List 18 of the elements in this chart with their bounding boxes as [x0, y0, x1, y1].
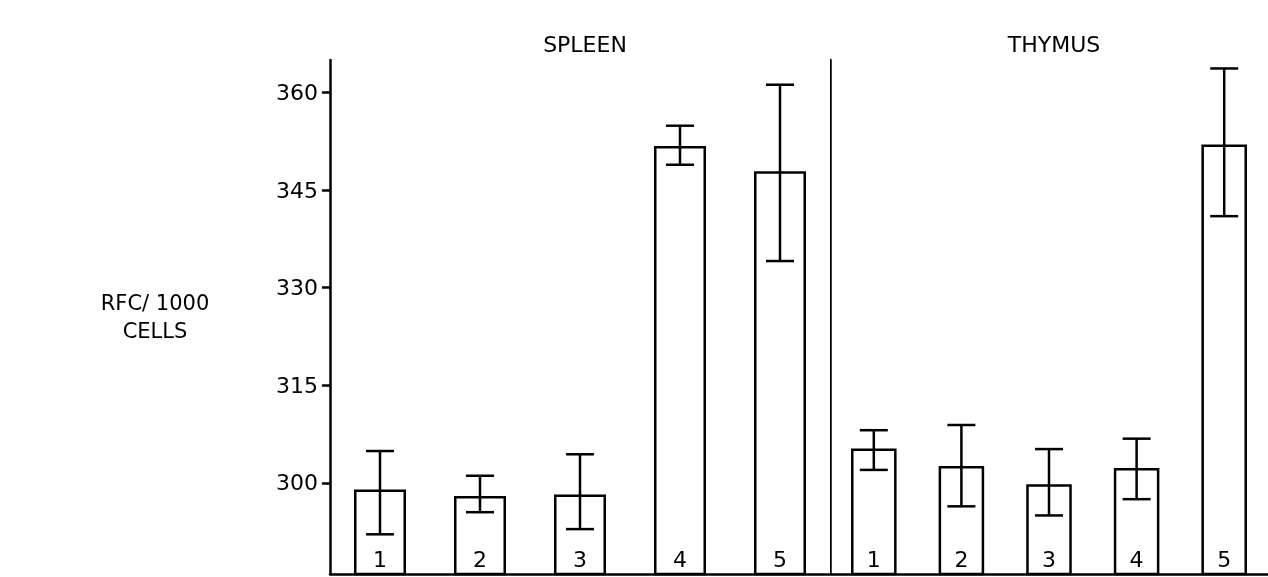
x-tick-label: 5: [773, 546, 787, 572]
x-tick-label: 2: [473, 546, 487, 572]
x-tick-label: 1: [373, 546, 387, 572]
x-tick-label: 3: [573, 546, 587, 572]
x-tick-label: 1: [866, 546, 881, 572]
y-tick-label: 300: [276, 470, 318, 496]
x-tick-label: 5: [1217, 546, 1232, 572]
x-tick-label: 4: [1129, 546, 1144, 572]
x-tick-label: 3: [1042, 546, 1056, 572]
y-tick-label: 360: [276, 80, 318, 106]
y-axis-title: RFC/ 1000 CELLS: [100, 291, 210, 343]
y-tick-label: 330: [276, 275, 318, 301]
y-tick-label: 315: [276, 372, 318, 398]
x-tick-label: 4: [673, 546, 687, 572]
y-tick-label: 345: [276, 177, 318, 203]
chart-title: SPLEEN: [543, 31, 627, 57]
x-tick-label: 2: [954, 546, 969, 572]
chart-title: THYMUS: [1006, 31, 1101, 57]
